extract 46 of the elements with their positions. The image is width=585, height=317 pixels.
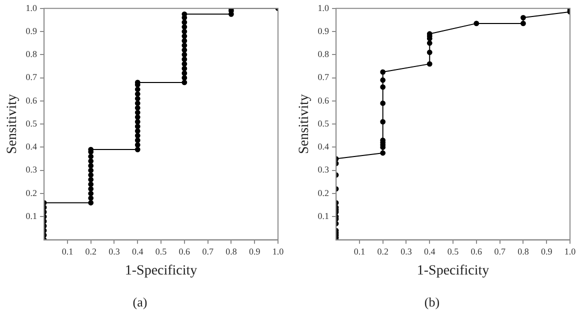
x-tick-label: 0.4 xyxy=(132,246,144,257)
x-tick-label: 0.7 xyxy=(494,246,506,257)
y-tick-label: 0.7 xyxy=(318,72,330,82)
y-tick-label: 0.3 xyxy=(26,164,38,175)
x-tick-label: 1.0 xyxy=(564,246,576,257)
y-tick-label: 0.3 xyxy=(318,164,330,175)
y-tick-label: 1.0 xyxy=(318,2,330,13)
x-tick-label: 0.5 xyxy=(447,246,460,257)
x-axis-title: 1-Specificity xyxy=(124,264,198,279)
x-axis-title: 1-Specificity xyxy=(416,264,490,279)
x-tick-label: 1.0 xyxy=(272,246,284,257)
x-tick-label: 0.2 xyxy=(85,246,96,257)
x-tick-label: 0.8 xyxy=(518,246,530,257)
y-tick-label: 0.4 xyxy=(318,142,330,152)
x-tick-label: 0.2 xyxy=(377,246,388,257)
y-tick-label: 0.9 xyxy=(318,26,330,36)
x-tick-label: 0.6 xyxy=(470,246,483,257)
y-axis-title: Sensitivity xyxy=(297,94,312,154)
y-tick-label: 0.2 xyxy=(26,188,38,198)
y-tick-label: 0.4 xyxy=(26,142,38,152)
text: (b) xyxy=(424,294,440,310)
y-tick-label: 0.7 xyxy=(26,72,38,82)
y-tick-label: 0.5 xyxy=(318,118,330,128)
y-tick-label: 0.1 xyxy=(26,211,38,222)
x-tick-label: 0.1 xyxy=(354,246,366,257)
x-tick-label: 0.3 xyxy=(108,246,120,257)
x-tick-label: 0.8 xyxy=(226,246,238,257)
text: (a) xyxy=(132,294,148,310)
x-tick-label: 0.6 xyxy=(178,246,191,257)
x-tick-label: 0.3 xyxy=(400,246,412,257)
x-tick-label: 0.9 xyxy=(540,246,553,257)
y-tick-label: 0.8 xyxy=(318,49,330,60)
y-tick-label: 0.5 xyxy=(26,118,38,128)
y-tick-label: 1.0 xyxy=(26,2,38,13)
x-tick-label: 0.7 xyxy=(202,246,214,257)
x-tick-label: 0.9 xyxy=(248,246,261,257)
x-tick-label: 0.5 xyxy=(155,246,168,257)
y-tick-label: 0.1 xyxy=(318,211,330,222)
x-tick-label: 0.1 xyxy=(62,246,74,257)
y-tick-label: 0.8 xyxy=(26,49,38,60)
y-tick-label: 0.2 xyxy=(318,188,330,198)
y-tick-label: 0.9 xyxy=(26,26,38,36)
x-tick-label: 0.4 xyxy=(424,246,436,257)
y-axis-title: Sensitivity xyxy=(5,94,20,154)
y-tick-label: 0.6 xyxy=(318,95,330,106)
y-tick-label: 0.6 xyxy=(26,95,38,106)
